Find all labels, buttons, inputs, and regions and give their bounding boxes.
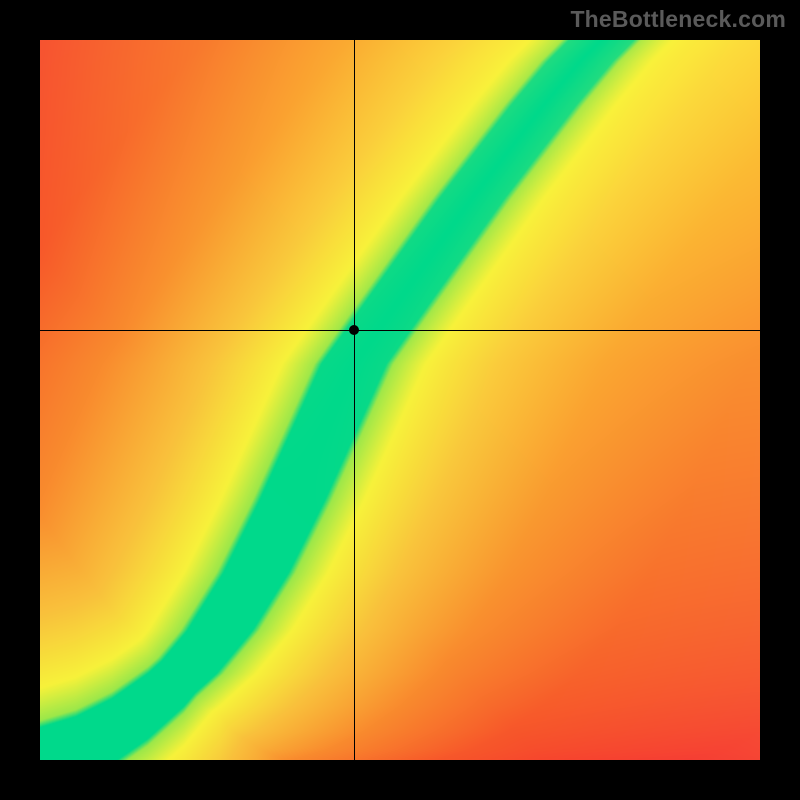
crosshair-vertical <box>354 40 355 760</box>
heatmap-canvas <box>40 40 760 760</box>
marker-dot <box>349 325 359 335</box>
crosshair-horizontal <box>40 330 760 331</box>
watermark-text: TheBottleneck.com <box>570 6 786 33</box>
bottleneck-heatmap <box>40 40 760 760</box>
